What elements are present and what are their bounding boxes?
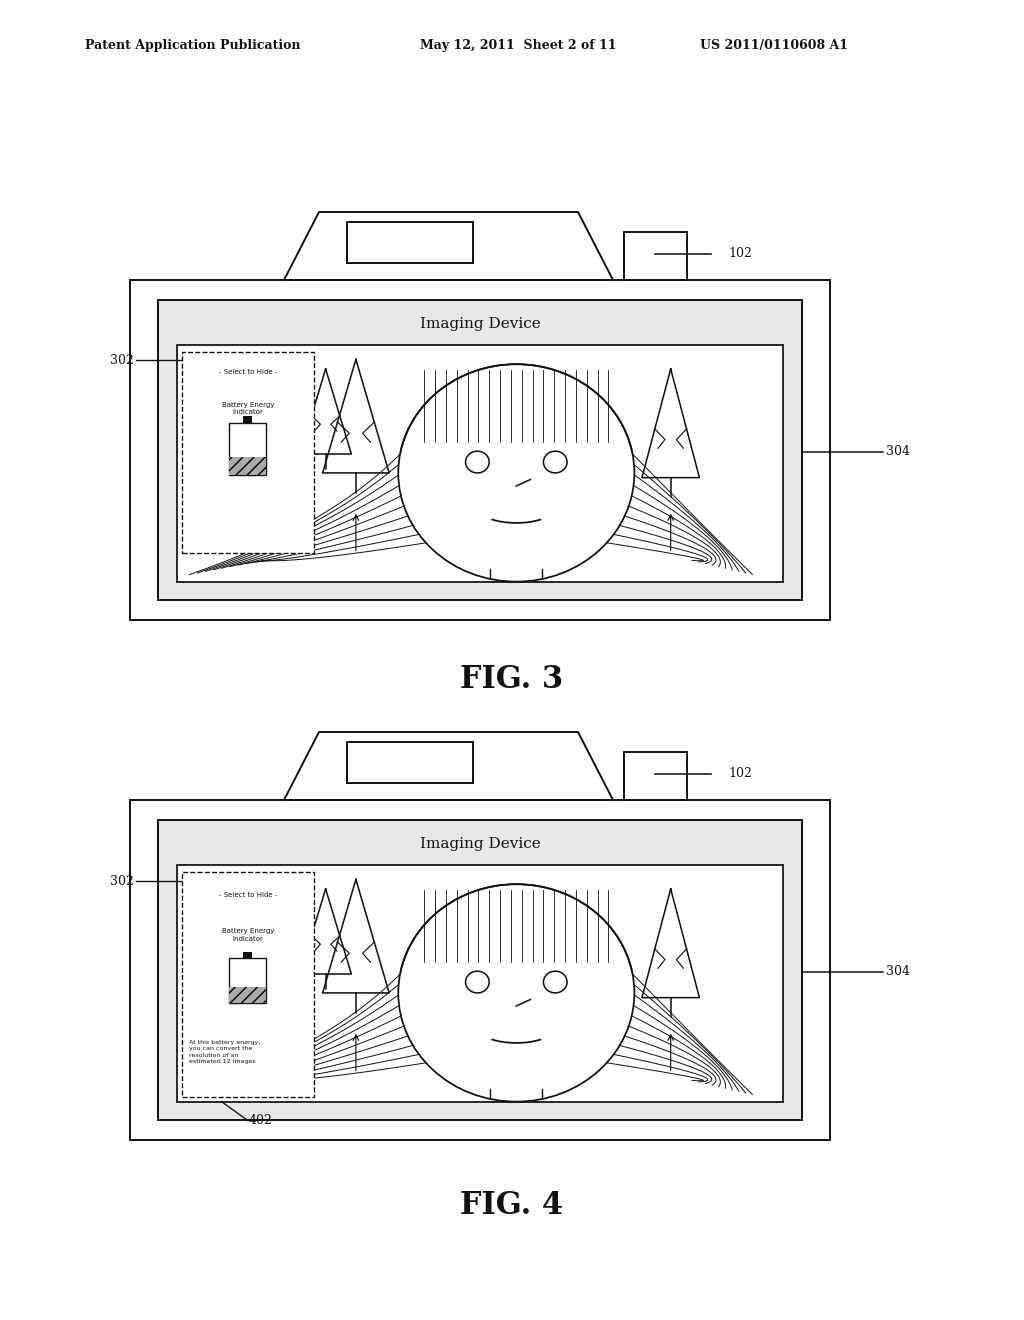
Bar [229,457,266,475]
Ellipse shape [466,451,489,473]
Text: 302: 302 [110,875,134,888]
Text: 302: 302 [110,354,134,367]
Bar [130,280,830,620]
Bar [229,422,266,475]
Bar [624,752,686,800]
Text: US 2011/0110608 A1: US 2011/0110608 A1 [700,38,848,51]
Text: 102: 102 [728,767,753,780]
Text: FIG. 4: FIG. 4 [461,1189,563,1221]
Text: Imaging Device: Imaging Device [420,317,541,331]
Text: FIG. 3: FIG. 3 [461,664,563,696]
Bar [244,952,253,958]
Ellipse shape [398,364,634,582]
Ellipse shape [544,972,567,993]
Text: 402: 402 [249,1114,273,1127]
Bar [130,800,830,1140]
Bar [229,987,266,1003]
Bar [177,866,782,1102]
Text: 304: 304 [886,445,910,458]
Text: Patent Application Publication: Patent Application Publication [85,38,300,51]
Bar [624,232,686,280]
Text: Battery Energy
Indicator: Battery Energy Indicator [221,401,274,416]
Text: 102: 102 [728,247,753,260]
Text: Imaging Device: Imaging Device [420,837,541,851]
Text: - Select to Hide -: - Select to Hide - [219,892,278,898]
Bar [177,346,782,582]
Bar [229,958,266,1003]
Ellipse shape [398,884,634,1102]
Bar [158,821,802,1119]
Bar [347,742,473,783]
Text: At this battery energy,
you can convert the
resolution of an
estimated 12 images: At this battery energy, you can convert … [188,1040,260,1064]
Bar [158,301,802,599]
Text: Battery Energy
Indicator: Battery Energy Indicator [221,928,274,942]
Text: - Select to Hide -: - Select to Hide - [219,370,278,375]
FancyBboxPatch shape [182,873,313,1097]
FancyBboxPatch shape [182,352,313,553]
Bar [244,416,253,422]
Bar [347,222,473,263]
Ellipse shape [466,972,489,993]
Ellipse shape [544,451,567,473]
Text: May 12, 2011  Sheet 2 of 11: May 12, 2011 Sheet 2 of 11 [420,38,616,51]
Text: 304: 304 [886,965,910,978]
